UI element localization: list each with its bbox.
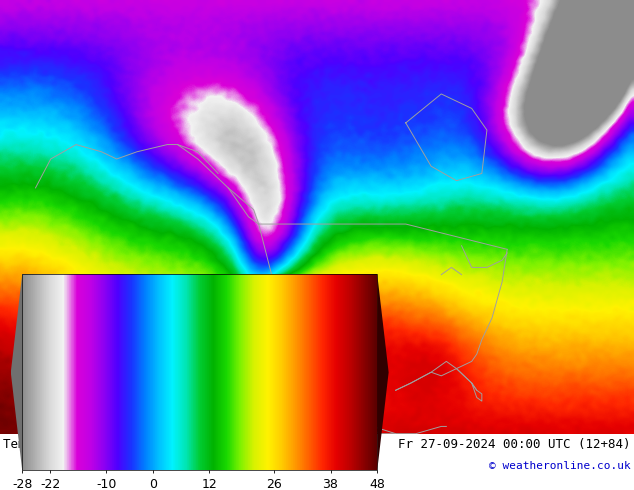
Text: Temperature Low (2m) [°C] NAM: Temperature Low (2m) [°C] NAM xyxy=(3,438,221,451)
Polygon shape xyxy=(11,274,22,470)
Text: © weatheronline.co.uk: © weatheronline.co.uk xyxy=(489,461,631,471)
Text: Fr 27-09-2024 00:00 UTC (12+84): Fr 27-09-2024 00:00 UTC (12+84) xyxy=(398,438,631,451)
Polygon shape xyxy=(377,274,389,470)
